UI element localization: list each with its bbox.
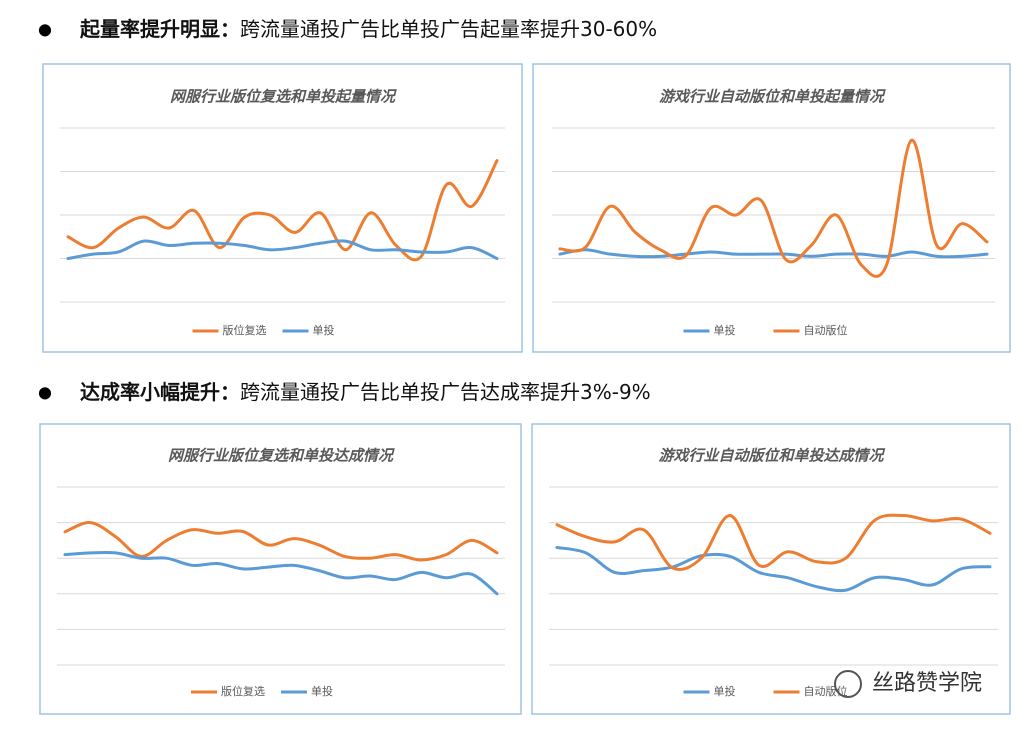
chart-title: 游戏行业自动版位和单投达成情况: [658, 447, 885, 465]
series-line: [63, 550, 499, 596]
watermark-text: 丝路赞学院: [872, 671, 982, 696]
series-line: [558, 138, 989, 278]
legend-label: 版位复选: [223, 323, 267, 337]
heading-bold: 达成率小幅提升：: [80, 380, 240, 404]
series-line: [555, 546, 992, 593]
chart-title: 网服行业版位复选和单投起量情况: [170, 88, 397, 106]
heading-text: 跨流量通投广告比单投广告起量率提升30-60%: [240, 17, 657, 41]
bullet: ●: [38, 20, 52, 39]
chart-title: 游戏行业自动版位和单投起量情况: [659, 88, 886, 106]
watermark: 丝路赞学院: [834, 670, 982, 698]
chart-frame: [39, 423, 522, 715]
chart-frame: [532, 63, 1011, 353]
legend-label: 单投: [714, 684, 736, 698]
watermark-icon: [834, 670, 862, 698]
heading: 起量率提升明显：跨流量通投广告比单投广告起量率提升30-60%: [79, 17, 657, 41]
chart-frame: [42, 63, 523, 353]
chart-title: 网服行业版位复选和单投达成情况: [168, 447, 395, 465]
legend-label: 单投: [714, 323, 736, 337]
legend-label: 单投: [311, 684, 333, 698]
series-line: [63, 521, 499, 562]
series-line: [558, 248, 989, 259]
series-line: [66, 159, 499, 262]
series-line: [555, 513, 992, 572]
legend-label: 单投: [313, 323, 335, 337]
heading-bold: 起量率提升明显：: [79, 17, 240, 41]
heading: 达成率小幅提升：跨流量通投广告比单投广告达成率提升3%-9%: [80, 380, 651, 404]
heading-text: 跨流量通投广告比单投广告达成率提升3%-9%: [240, 380, 651, 404]
legend-label: 自动版位: [804, 684, 848, 698]
bullet: ●: [38, 383, 52, 402]
chart-frame: [531, 423, 1011, 715]
legend-label: 自动版位: [804, 323, 848, 337]
legend-label: 版位复选: [221, 684, 265, 698]
series-line: [66, 239, 499, 260]
